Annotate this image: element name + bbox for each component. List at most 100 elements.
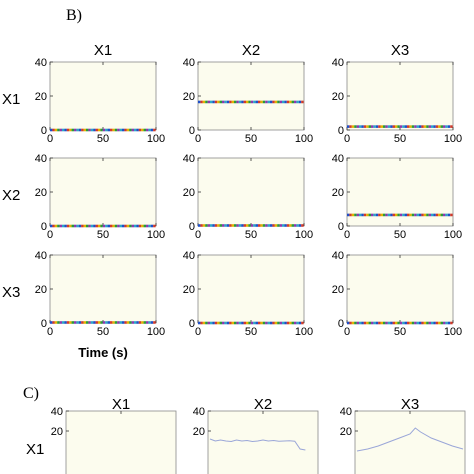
column-title-x1: X1 [112, 396, 130, 413]
x-tick-label: 100 [444, 326, 462, 338]
panel-b-label: B) [66, 7, 82, 24]
y-tick-label: 40 [332, 57, 344, 69]
subplot-x3-x3: 0 20 40 0 50 100 [332, 250, 462, 338]
x-axis-label: Time (s) [78, 345, 128, 360]
series-line [209, 438, 306, 451]
x-tick-label: 50 [245, 229, 257, 241]
x-tick-label: 0 [195, 326, 201, 338]
y-tick-label: 0 [41, 318, 47, 330]
plot-area [354, 410, 466, 474]
plot-area [197, 157, 305, 227]
column-title-x3: X3 [391, 42, 409, 59]
x-tick-label: 50 [97, 133, 109, 145]
x-tick-label: 100 [147, 133, 165, 145]
x-tick-label: 100 [295, 326, 313, 338]
x-tick-label: 50 [394, 229, 406, 241]
x-tick-label: 0 [47, 326, 53, 338]
x-tick-label: 100 [147, 229, 165, 241]
y-tick-label: 0 [338, 125, 344, 137]
y-tick-label: 20 [183, 284, 195, 296]
x-tick-label: 0 [195, 229, 201, 241]
y-tick-label: 40 [35, 57, 47, 69]
y-tick-label: 0 [189, 318, 195, 330]
plot-area [197, 254, 305, 324]
y-tick-label: 40 [332, 250, 344, 262]
x-tick-label: 50 [245, 326, 257, 338]
y-tick-label: 20 [332, 187, 344, 199]
plot-area [207, 410, 319, 474]
y-tick-label: 40 [35, 250, 47, 262]
y-tick-label: 0 [41, 125, 47, 137]
plot-area [197, 61, 305, 131]
y-tick-label: 40 [51, 406, 63, 418]
x-tick-label: 0 [344, 229, 350, 241]
subplot-x3-x2: 0 20 40 0 50 100 [183, 250, 313, 338]
y-tick-label: 40 [193, 406, 205, 418]
y-tick-label: 0 [189, 221, 195, 233]
y-tick-label: 20 [35, 187, 47, 199]
x-tick-label: 50 [97, 229, 109, 241]
column-title-x2: X2 [242, 42, 260, 59]
x-tick-label: 50 [245, 133, 257, 145]
subplot-x2-x3: 0 20 40 0 50 100 [332, 153, 462, 241]
y-tick-label: 20 [51, 426, 63, 438]
row-title-x3: X3 [2, 284, 20, 301]
column-title-x1: X1 [94, 42, 112, 59]
column-title-x2: X2 [254, 396, 272, 413]
y-tick-label: 40 [332, 153, 344, 165]
x-tick-label: 100 [444, 229, 462, 241]
x-tick-label: 100 [147, 326, 165, 338]
plot-area [346, 254, 454, 324]
column-title-x3: X3 [401, 396, 419, 413]
plot-area [65, 410, 177, 474]
y-tick-label: 0 [338, 318, 344, 330]
x-tick-label: 100 [295, 133, 313, 145]
y-tick-label: 40 [183, 153, 195, 165]
y-tick-label: 40 [183, 57, 195, 69]
y-tick-label: 40 [340, 406, 352, 418]
subplot-x1-x1: 0 20 40 0 50 100 [35, 57, 165, 145]
y-tick-label: 0 [338, 221, 344, 233]
row-title-x2: X2 [2, 187, 20, 204]
subplot-x3-x1: 0 20 40 0 50 100 [35, 250, 165, 338]
subplot-x1-x3: 0 20 40 0 50 100 [332, 57, 462, 145]
y-tick-label: 20 [332, 91, 344, 103]
subplot-x2-x1: 0 20 40 0 50 100 [35, 153, 165, 241]
y-tick-label: 20 [35, 91, 47, 103]
x-tick-label: 0 [47, 133, 53, 145]
y-tick-label: 20 [183, 187, 195, 199]
row-title-x1: X1 [26, 441, 44, 458]
x-tick-label: 50 [394, 326, 406, 338]
y-tick-label: 20 [183, 91, 195, 103]
y-tick-label: 20 [340, 426, 352, 438]
x-tick-label: 0 [344, 133, 350, 145]
x-tick-label: 0 [344, 326, 350, 338]
y-tick-label: 40 [183, 250, 195, 262]
subplot-x2-x2: 0 20 40 0 50 100 [183, 153, 313, 241]
x-tick-label: 100 [444, 133, 462, 145]
x-tick-label: 0 [47, 229, 53, 241]
plot-area [49, 157, 157, 227]
y-tick-label: 0 [41, 221, 47, 233]
y-tick-label: 20 [332, 284, 344, 296]
x-tick-label: 50 [97, 326, 109, 338]
x-tick-label: 100 [295, 229, 313, 241]
plot-area [49, 254, 157, 324]
x-tick-label: 50 [394, 133, 406, 145]
plot-area [346, 61, 454, 131]
series-line [356, 427, 464, 452]
y-tick-label: 20 [35, 284, 47, 296]
x-tick-label: 0 [195, 133, 201, 145]
plot-area [49, 61, 157, 131]
panel-c-label: C) [23, 385, 39, 402]
y-tick-label: 40 [35, 153, 47, 165]
subplot-x1-x2: 0 20 40 0 50 100 [183, 57, 313, 145]
y-tick-label: 20 [193, 426, 205, 438]
row-title-x1: X1 [2, 91, 20, 108]
